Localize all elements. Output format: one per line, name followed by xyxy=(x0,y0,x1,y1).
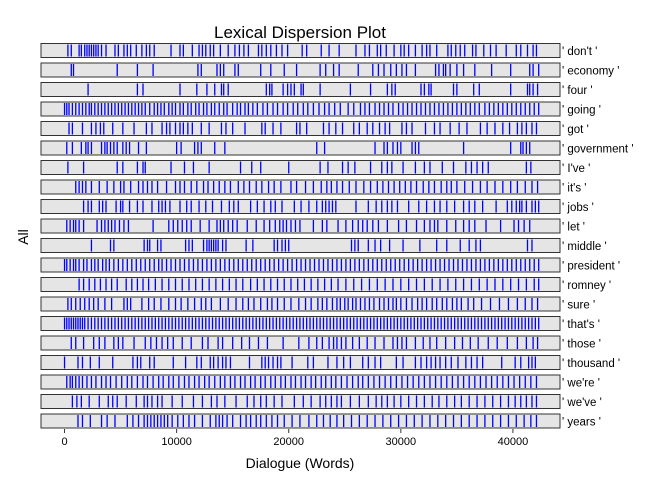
panel-row: ' president ' xyxy=(40,257,620,273)
panel-row: ' government ' xyxy=(40,140,634,156)
panel-row: ' jobs ' xyxy=(40,199,594,214)
strip-label: ' thousand ' xyxy=(562,358,620,370)
panel-row: ' middle ' xyxy=(40,238,607,253)
panel-row: ' let ' xyxy=(40,218,585,234)
panel-row: ' thousand ' xyxy=(40,355,620,370)
x-tick-label: 30000 xyxy=(386,436,417,448)
x-tick-label: 0 xyxy=(61,436,67,448)
strip-label: ' economy ' xyxy=(562,66,619,78)
panel-row: ' it's ' xyxy=(40,179,586,195)
panel-row: ' I've ' xyxy=(40,160,590,175)
strip-label: ' jobs ' xyxy=(562,202,594,214)
panel-background xyxy=(40,296,561,312)
strip-label: ' we're ' xyxy=(562,378,600,390)
panel-row: ' going ' xyxy=(40,101,601,117)
panel-background xyxy=(40,238,561,253)
panel-row: ' we're ' xyxy=(40,374,600,390)
strip-label: ' going ' xyxy=(562,105,601,117)
panel-row: ' sure ' xyxy=(40,296,595,312)
x-tick-label: 10000 xyxy=(161,436,192,448)
strip-label: ' we've ' xyxy=(562,397,602,409)
panel-background xyxy=(40,355,561,370)
panel-background xyxy=(40,179,561,195)
x-axis: 0 10000 20000 30000 40000 xyxy=(61,429,528,448)
strip-label: ' president ' xyxy=(562,261,620,273)
y-axis-title: All xyxy=(15,229,31,245)
panel-background xyxy=(40,62,561,78)
panel-row: ' those ' xyxy=(40,335,601,351)
x-axis-title: Dialogue (Words) xyxy=(246,455,355,471)
panel-row: ' economy ' xyxy=(40,62,619,78)
strip-label: ' years ' xyxy=(562,417,601,429)
panel-background xyxy=(40,394,561,409)
x-tick-label: 40000 xyxy=(498,436,529,448)
strip-label: ' I've ' xyxy=(562,163,590,175)
strip-label: ' four ' xyxy=(562,85,593,97)
panel-row: ' we've ' xyxy=(40,394,602,409)
strip-label: ' got ' xyxy=(562,124,589,136)
chart-title: Lexical Dispersion Plot xyxy=(214,23,386,42)
strip-label: ' it's ' xyxy=(562,183,586,195)
panel-row: ' years ' xyxy=(40,413,601,429)
strip-label: ' government ' xyxy=(562,144,634,156)
strip-label: ' sure ' xyxy=(562,300,595,312)
panel-background xyxy=(40,277,561,292)
panel-row: ' don't ' xyxy=(40,43,597,58)
panel-row: ' four ' xyxy=(40,82,593,97)
panel-row: ' got ' xyxy=(40,121,589,136)
strip-label: ' middle ' xyxy=(562,241,607,253)
panel-rows: ' don't ' ' economy ' ' four ' ' going ' ' g… xyxy=(40,43,634,429)
panel-row: ' that's ' xyxy=(40,316,600,331)
panel-row: ' romney ' xyxy=(40,277,611,292)
strip-label: ' don't ' xyxy=(562,46,597,58)
strip-label: ' romney ' xyxy=(562,280,611,292)
x-tick-label: 20000 xyxy=(273,436,304,448)
strip-label: ' those ' xyxy=(562,339,601,351)
strip-label: ' that's ' xyxy=(562,319,600,331)
panel-background xyxy=(40,140,561,156)
strip-label: ' let ' xyxy=(562,222,585,234)
